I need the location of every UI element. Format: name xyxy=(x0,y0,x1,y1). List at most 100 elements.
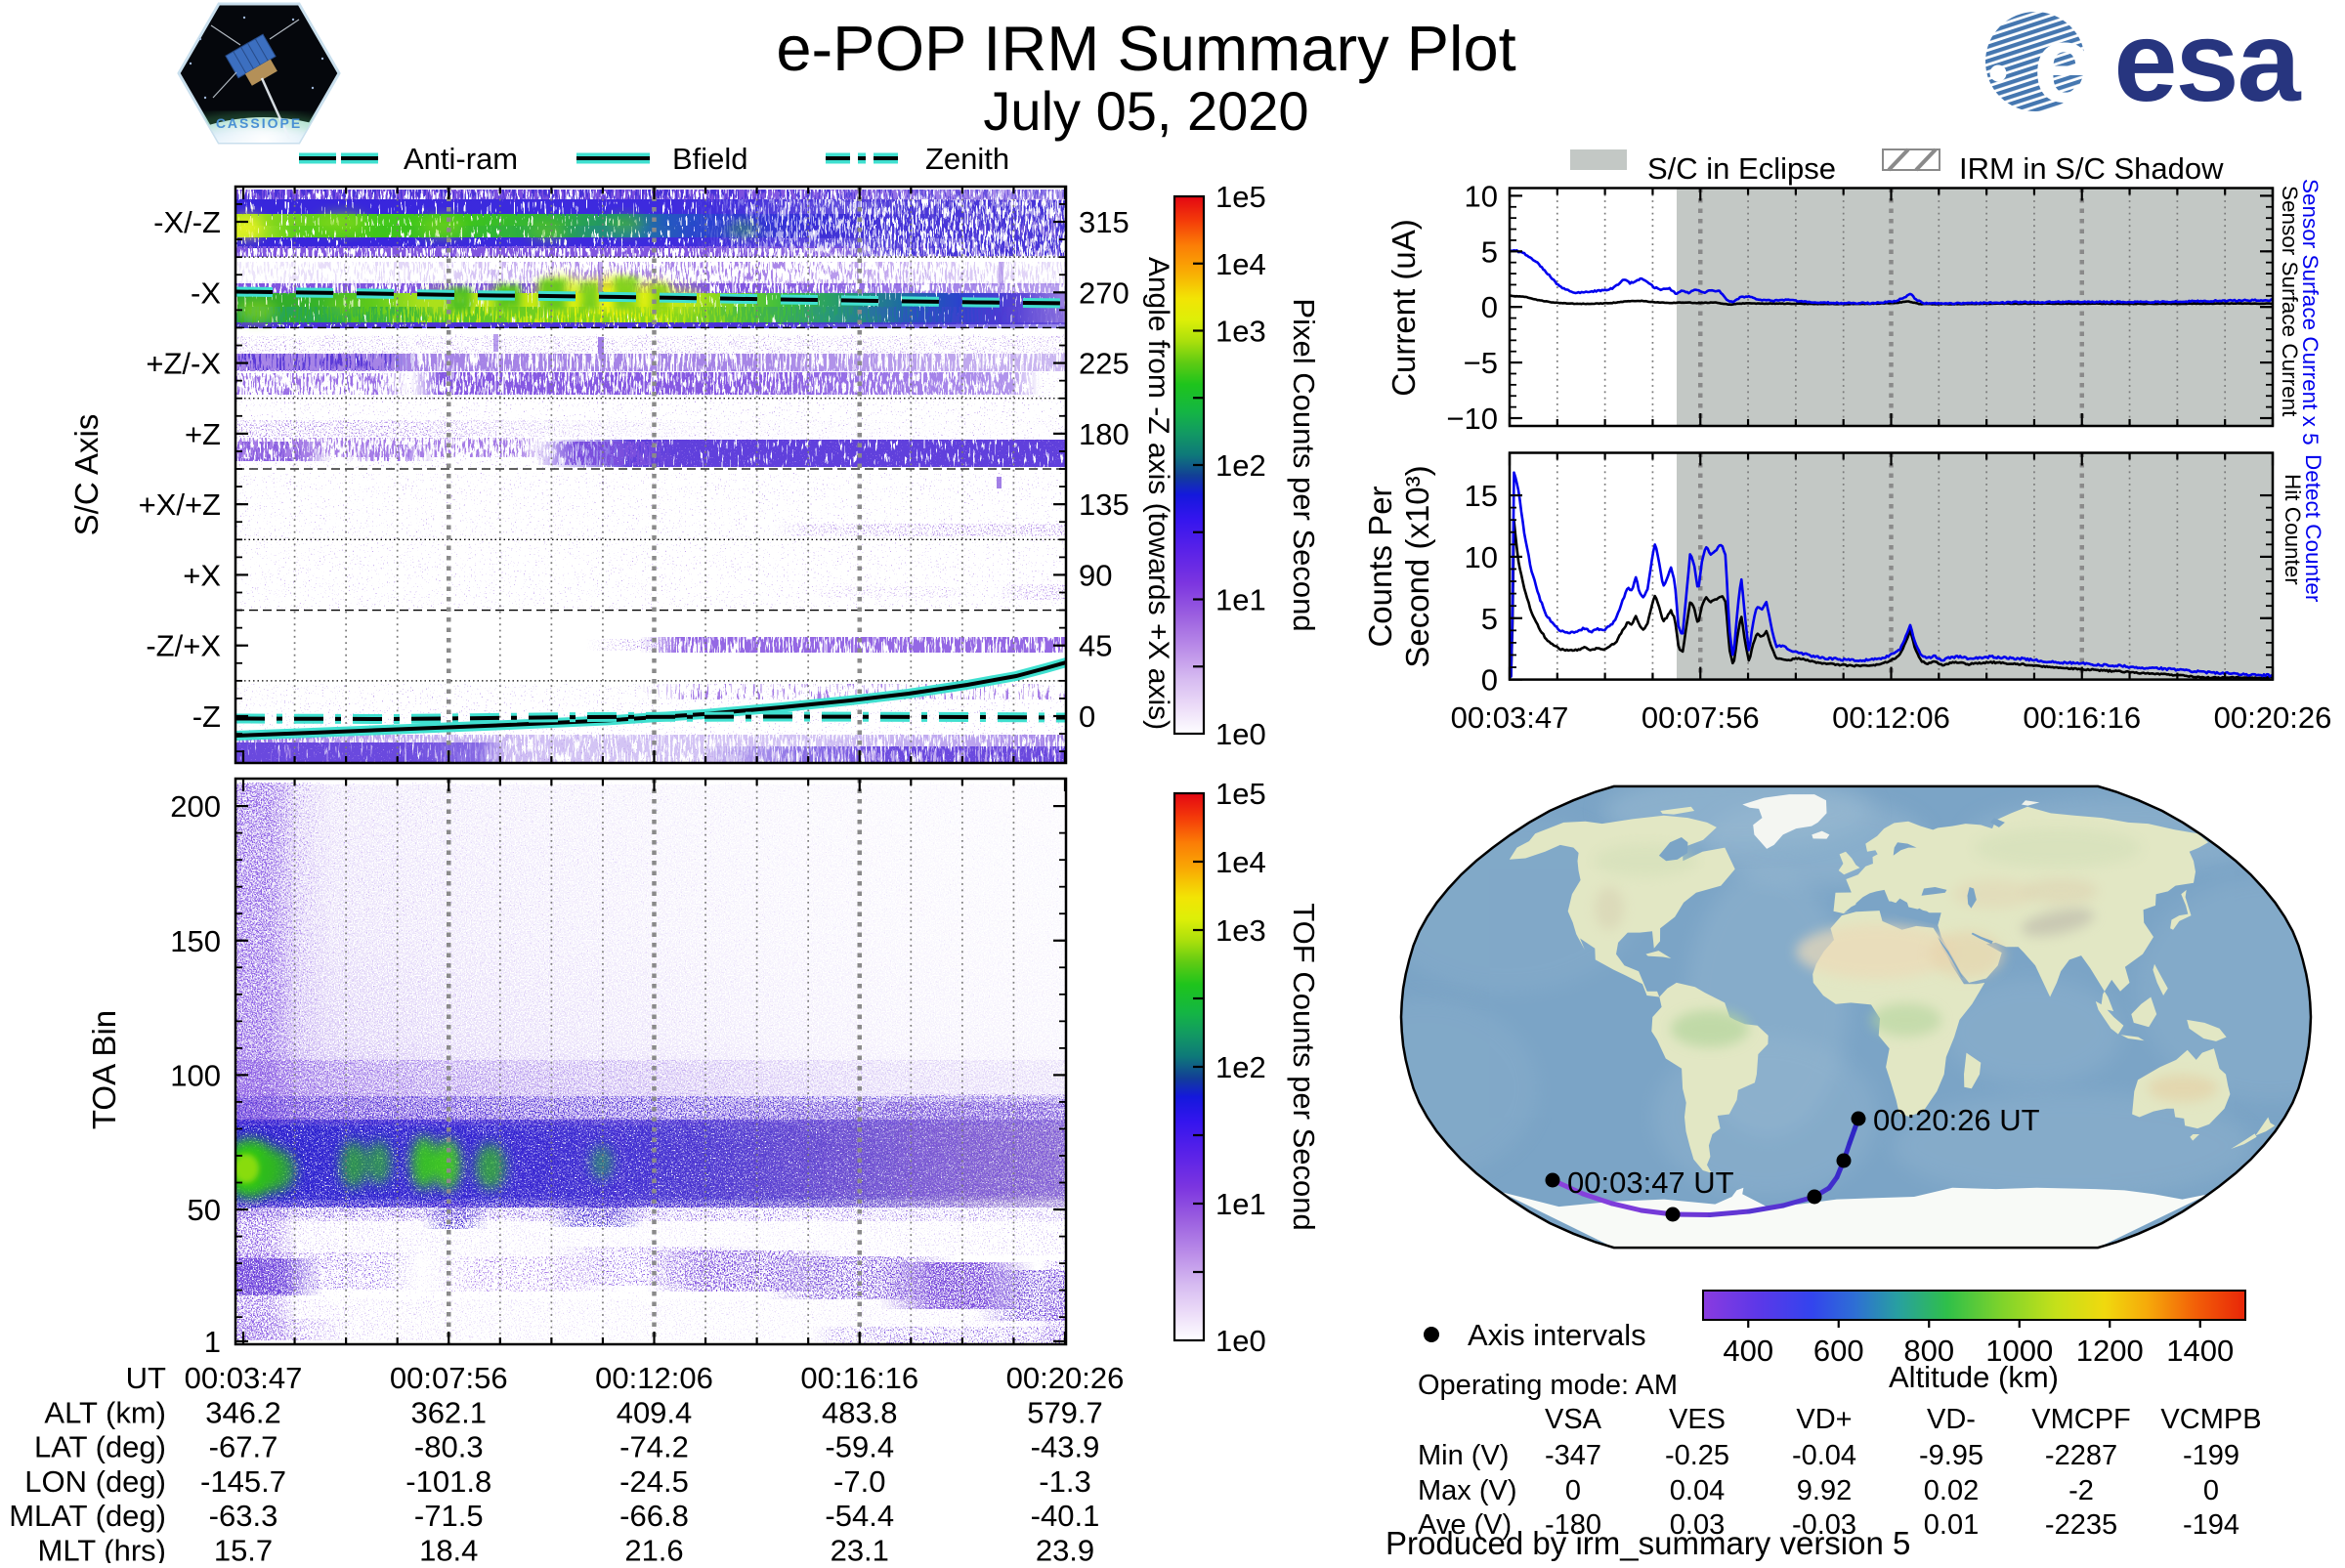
svg-text:225: 225 xyxy=(1079,347,1130,381)
svg-text:-145.7: -145.7 xyxy=(200,1464,286,1499)
svg-text:-54.4: -54.4 xyxy=(825,1499,894,1533)
svg-text:1200: 1200 xyxy=(2076,1334,2144,1368)
svg-text:CASSIOPE: CASSIOPE xyxy=(216,115,302,131)
svg-text:579.7: 579.7 xyxy=(1027,1395,1103,1429)
svg-text:150: 150 xyxy=(170,924,221,958)
svg-text:0: 0 xyxy=(1565,1475,1581,1506)
svg-text:-199: -199 xyxy=(2183,1440,2239,1471)
svg-text:VD-: VD- xyxy=(1927,1404,1976,1435)
svg-text:0.02: 0.02 xyxy=(1924,1475,1979,1506)
svg-text:800: 800 xyxy=(1903,1334,1954,1368)
svg-text:VMCPF: VMCPF xyxy=(2031,1404,2131,1435)
svg-text:-24.5: -24.5 xyxy=(619,1464,689,1499)
svg-text:Operating mode: AM: Operating mode: AM xyxy=(1418,1370,1678,1401)
svg-text:10: 10 xyxy=(1465,179,1498,213)
svg-text:-1.3: -1.3 xyxy=(1039,1464,1090,1499)
svg-text:Min (V): Min (V) xyxy=(1418,1440,1509,1471)
svg-text:IRM in S/C Shadow: IRM in S/C Shadow xyxy=(1959,151,2224,186)
svg-text:Detect Counter: Detect Counter xyxy=(2301,454,2325,603)
svg-text:23.9: 23.9 xyxy=(1036,1534,1094,1564)
svg-text:TOF Counts per Second: TOF Counts per Second xyxy=(1287,903,1321,1230)
svg-text:-X: -X xyxy=(191,275,221,310)
svg-text:-2287: -2287 xyxy=(2045,1440,2117,1471)
svg-text:-7.0: -7.0 xyxy=(833,1464,885,1499)
svg-text:−10: −10 xyxy=(1446,402,1498,436)
svg-text:100: 100 xyxy=(170,1058,221,1092)
svg-text:00:07:56: 00:07:56 xyxy=(1642,700,1760,735)
svg-text:-71.5: -71.5 xyxy=(414,1499,484,1533)
svg-text:346.2: 346.2 xyxy=(205,1395,281,1429)
svg-text:-194: -194 xyxy=(2183,1509,2239,1541)
svg-text:-Z/+X: -Z/+X xyxy=(146,629,221,663)
svg-text:00:12:06: 00:12:06 xyxy=(1832,700,1950,735)
svg-text:-0.03: -0.03 xyxy=(1792,1509,1856,1541)
svg-text:10: 10 xyxy=(1465,540,1498,574)
svg-text:Bfield: Bfield xyxy=(672,142,748,176)
svg-text:5: 5 xyxy=(1481,234,1498,269)
svg-text:TOA Bin: TOA Bin xyxy=(86,1010,122,1129)
svg-text:VD+: VD+ xyxy=(1796,1404,1852,1435)
svg-text:0: 0 xyxy=(2203,1475,2219,1506)
svg-text:-2235: -2235 xyxy=(2045,1509,2117,1541)
svg-text:S/C Axis: S/C Axis xyxy=(68,414,105,536)
svg-text:-80.3: -80.3 xyxy=(414,1430,484,1464)
svg-text:-9.95: -9.95 xyxy=(1919,1440,1983,1471)
svg-text:00:12:06: 00:12:06 xyxy=(595,1361,713,1395)
svg-text:Max (V): Max (V) xyxy=(1418,1475,1517,1506)
svg-text:1e2: 1e2 xyxy=(1215,448,1266,483)
svg-text:-2: -2 xyxy=(2068,1475,2094,1506)
svg-text:1400: 1400 xyxy=(2166,1334,2234,1368)
svg-text:23.1: 23.1 xyxy=(831,1534,889,1564)
svg-text:+X: +X xyxy=(183,558,221,592)
svg-text:S/C in Eclipse: S/C in Eclipse xyxy=(1647,151,1836,186)
svg-text:0.01: 0.01 xyxy=(1924,1509,1979,1541)
svg-text:200: 200 xyxy=(170,789,221,824)
svg-text:-347: -347 xyxy=(1545,1440,1601,1471)
svg-text:Counts Per: Counts Per xyxy=(1362,486,1398,647)
svg-text:Angle from -Z axis (towards +X: Angle from -Z axis (towards +X axis) xyxy=(1142,257,1174,730)
svg-text:50: 50 xyxy=(188,1193,221,1227)
svg-text:-180: -180 xyxy=(1545,1509,1601,1541)
svg-text:1e1: 1e1 xyxy=(1215,583,1266,617)
svg-text:15.7: 15.7 xyxy=(214,1534,273,1564)
svg-text:-43.9: -43.9 xyxy=(1031,1430,1100,1464)
svg-text:1e5: 1e5 xyxy=(1215,777,1266,811)
svg-text:Zenith: Zenith xyxy=(925,142,1009,176)
svg-text:1e4: 1e4 xyxy=(1215,845,1266,879)
svg-text:1e3: 1e3 xyxy=(1215,913,1266,948)
svg-text:00:07:56: 00:07:56 xyxy=(390,1361,508,1395)
svg-text:+Z: +Z xyxy=(185,417,221,451)
svg-text:Altitude (km): Altitude (km) xyxy=(1889,1360,2059,1394)
svg-text:Sensor Surface Current x 5: Sensor Surface Current x 5 xyxy=(2298,179,2323,445)
svg-text:Pixel Counts per Second: Pixel Counts per Second xyxy=(1287,298,1321,631)
svg-text:1000: 1000 xyxy=(1985,1334,2053,1368)
svg-text:-59.4: -59.4 xyxy=(825,1430,894,1464)
svg-text:-0.25: -0.25 xyxy=(1665,1440,1729,1471)
svg-text:0: 0 xyxy=(1481,290,1498,324)
svg-text:-40.1: -40.1 xyxy=(1031,1499,1100,1533)
svg-text:VSA: VSA xyxy=(1545,1404,1602,1435)
svg-text:-66.8: -66.8 xyxy=(619,1499,689,1533)
svg-text:e: e xyxy=(2033,3,2094,125)
svg-text:90: 90 xyxy=(1079,558,1112,592)
svg-text:UT: UT xyxy=(126,1361,166,1395)
svg-text:ALT (km): ALT (km) xyxy=(44,1395,166,1429)
svg-text:+X/+Z: +X/+Z xyxy=(139,487,221,522)
svg-text:00:20:26 UT: 00:20:26 UT xyxy=(1873,1103,2040,1137)
svg-text:Current (uA): Current (uA) xyxy=(1386,219,1422,397)
svg-text:15: 15 xyxy=(1465,479,1498,513)
svg-text:45: 45 xyxy=(1079,629,1112,663)
svg-text:-X/-Z: -X/-Z xyxy=(153,205,221,239)
svg-text:MLT (hrs): MLT (hrs) xyxy=(38,1534,166,1564)
svg-text:9.92: 9.92 xyxy=(1797,1475,1852,1506)
svg-text:00:20:26: 00:20:26 xyxy=(2214,700,2332,735)
svg-text:18.4: 18.4 xyxy=(419,1534,478,1564)
svg-text:180: 180 xyxy=(1079,417,1130,451)
svg-text:409.4: 409.4 xyxy=(617,1395,693,1429)
svg-text:1e4: 1e4 xyxy=(1215,247,1266,281)
svg-text:e-POP IRM Summary Plot: e-POP IRM Summary Plot xyxy=(776,13,1515,84)
svg-text:21.6: 21.6 xyxy=(624,1534,683,1564)
svg-text:Anti-ram: Anti-ram xyxy=(404,142,518,176)
svg-text:-0.04: -0.04 xyxy=(1792,1440,1856,1471)
svg-text:-101.8: -101.8 xyxy=(405,1464,491,1499)
